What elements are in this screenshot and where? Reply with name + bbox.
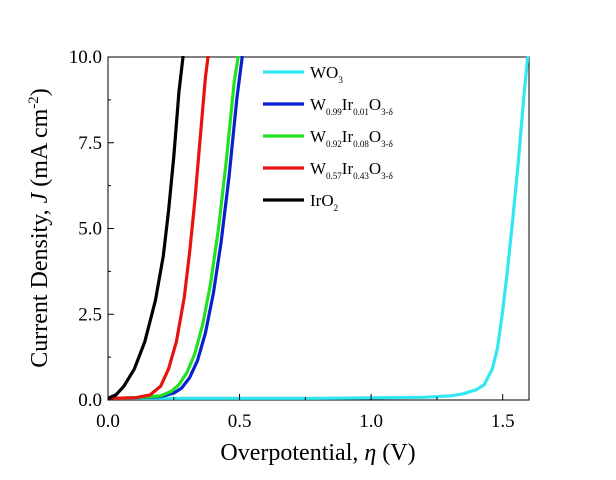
- series-layer: [108, 56, 529, 400]
- ticks-layer: 0.0 0.5 1.0 1.5 0.0 2.5 5.0 7.5 10.0: [69, 47, 515, 432]
- legend-label-part: 0.99: [326, 107, 342, 117]
- legend-label-part: 2: [334, 203, 339, 213]
- y-axis-title-unit-close: ): [27, 88, 53, 96]
- legend: WO3W0.99Ir0.01O3-δW0.92Ir0.08O3-δW0.57Ir…: [263, 63, 393, 213]
- y-axis-title-unit-sup: -2: [26, 96, 42, 109]
- series-line-3: [108, 56, 210, 400]
- legend-label-part: 0.92: [326, 139, 342, 149]
- x-axis-title-unit: (V): [376, 440, 415, 466]
- series-line-4: [108, 56, 185, 400]
- legend-label-part: 0.57: [326, 171, 342, 181]
- x-axis-title-symbol: η: [364, 440, 376, 466]
- legend-label-part: Ir: [342, 95, 354, 114]
- y-axis-title: Current Density, J (mA cm-2): [26, 88, 53, 368]
- y-tick-label-4: 10.0: [69, 47, 102, 68]
- x-axis-title-text: Overpotential,: [220, 440, 364, 466]
- legend-label-1: W0.99Ir0.01O3-δ: [310, 95, 393, 117]
- legend-label-part: IrO: [310, 191, 334, 210]
- legend-label-part: 0.01: [353, 107, 369, 117]
- legend-label-4: IrO2: [310, 191, 338, 213]
- series-line-0: [108, 56, 529, 400]
- legend-label-part: Ir: [342, 159, 354, 178]
- legend-label-part: 0.43: [353, 171, 369, 181]
- legend-label-part: O: [369, 95, 381, 114]
- legend-label-part: WO: [310, 63, 338, 82]
- legend-label-part: W: [310, 95, 327, 114]
- x-tick-label-2: 1.0: [359, 411, 383, 432]
- legend-label-0: WO3: [310, 63, 343, 85]
- x-axis-title: Overpotential, η (V): [220, 440, 415, 466]
- y-tick-label-3: 7.5: [78, 133, 102, 154]
- x-tick-label-1: 0.5: [228, 411, 252, 432]
- y-axis-title-symbol: J: [27, 191, 53, 203]
- y-tick-label-0: 0.0: [78, 390, 102, 411]
- x-tick-label-0: 0.0: [96, 411, 120, 432]
- legend-label-part: 3: [338, 75, 343, 85]
- legend-label-part: 0.08: [353, 139, 369, 149]
- legend-label-part: W: [310, 159, 327, 178]
- y-axis-title-text: Current Density,: [27, 203, 53, 367]
- legend-label-part: Ir: [342, 127, 354, 146]
- y-axis-title-unit: (mA cm: [27, 108, 53, 192]
- legend-label-part: 3-δ: [381, 139, 393, 149]
- legend-label-part: W: [310, 127, 327, 146]
- y-tick-label-2: 5.0: [78, 219, 102, 240]
- x-tick-label-3: 1.5: [491, 411, 515, 432]
- legend-label-2: W0.92Ir0.08O3-δ: [310, 127, 393, 149]
- legend-label-part: 3-δ: [381, 107, 393, 117]
- legend-label-part: O: [369, 159, 381, 178]
- series-line-2: [108, 56, 240, 400]
- y-tick-label-1: 2.5: [78, 304, 102, 325]
- legend-label-3: W0.57Ir0.43O3-δ: [310, 159, 393, 181]
- legend-label-part: O: [369, 127, 381, 146]
- legend-label-part: 3-δ: [381, 171, 393, 181]
